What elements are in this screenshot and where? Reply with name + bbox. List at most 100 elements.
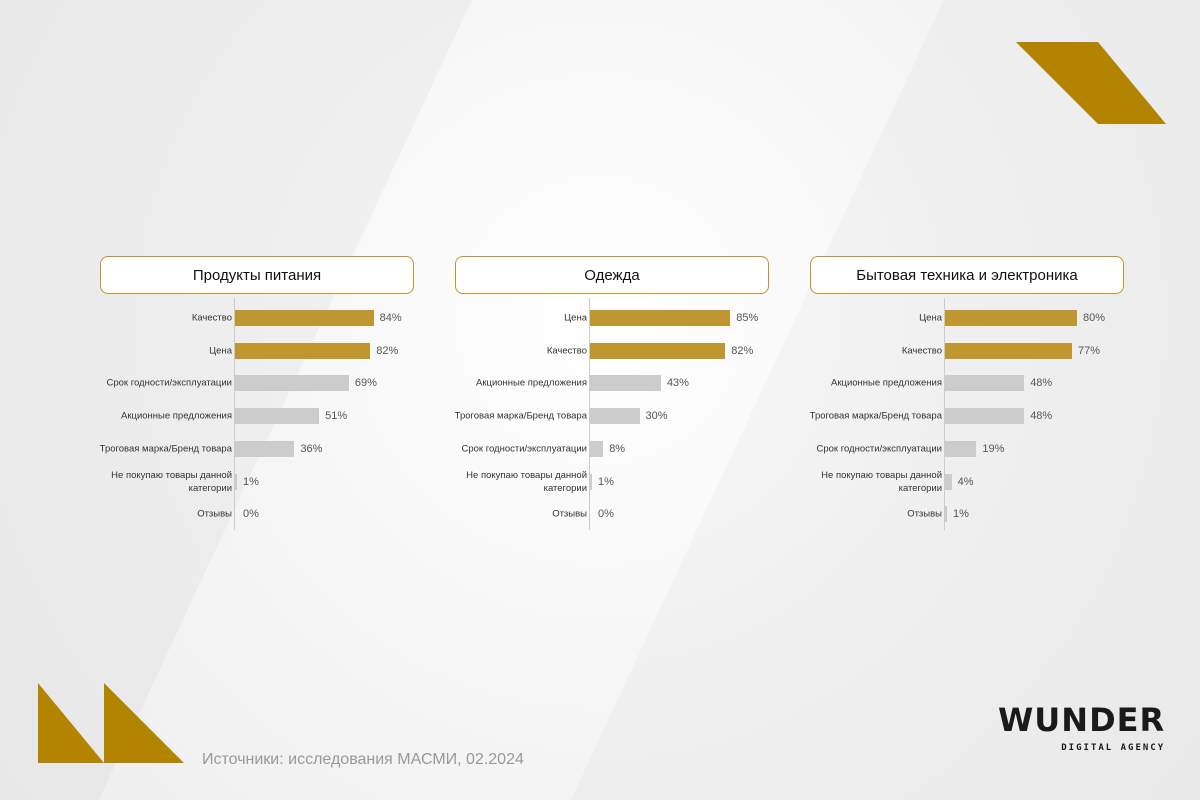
value-label: 8% [609,442,626,455]
bar [235,440,295,457]
bar-row: Отзывы 0% [100,500,414,528]
bar-row: Качество 77% [810,337,1124,365]
bar-row: Срок годности/эксплуатации 8% [455,435,769,463]
bar-row: Отзывы 0% [455,500,769,528]
value-label: 69% [354,377,377,390]
value-label: 30% [645,410,668,423]
value-label: 48% [1030,410,1053,423]
value-label: 0% [243,508,259,521]
chart-title: Продукты питания [100,256,414,294]
bar-row: Качество 84% [100,304,414,332]
category-label: Качество [191,312,232,324]
value-label: 1% [598,475,614,488]
value-label: 82% [376,344,399,357]
bar [235,342,371,359]
bar-row: Отзывы 1% [810,500,1124,528]
category-label: Отзывы [552,508,587,520]
bar [945,506,947,523]
category-label: Не покупаю товары данной категории [821,469,942,494]
value-label: 51% [325,410,348,423]
value-label: 82% [731,344,754,357]
bar-row: Троговая марка/Бренд товара 36% [100,435,414,463]
value-label: 36% [300,442,323,455]
axis-line [944,298,945,530]
chart-panel: Одежда Цена 85% Качество 82% Акционные предло… [455,256,769,530]
category-label: Троговая марка/Бренд товара [809,410,942,422]
category-label: Качество [901,345,942,357]
bar-row: Не покупаю товары данной категории 1% [455,468,769,496]
chart-title: Бытовая техника и электроника [810,256,1124,294]
bar-row: Троговая марка/Бренд товара 48% [810,402,1124,430]
bar-row: Цена 80% [810,304,1124,332]
bar-row: Цена 85% [455,304,769,332]
axis-line [589,298,590,530]
bar-row: Срок годности/эксплуатации 69% [100,369,414,397]
bottom-left-decoration-icon [38,683,184,763]
value-label: 0% [598,508,614,521]
bar-row: Цена 82% [100,337,414,365]
category-label: Троговая марка/Бренд товара [454,410,587,422]
category-label: Срок годности/эксплуатации [816,443,942,455]
bar-row: Акционные предложения 51% [100,402,414,430]
bar-row: Акционные предложения 43% [455,369,769,397]
value-label: 48% [1030,377,1053,390]
bar [590,408,640,425]
bar-plot: Цена 85% Качество 82% Акционные предложения 4… [455,298,769,533]
category-label: Цена [564,312,587,324]
bar-row: Акционные предложения 48% [810,369,1124,397]
bar [945,310,1077,326]
category-label: Акционные предложения [831,377,942,389]
bar-row: Не покупаю товары данной категории 1% [100,468,414,496]
category-label: Срок годности/эксплуатации [461,443,587,455]
value-label: 84% [379,312,402,324]
bar [945,342,1073,359]
category-label: Не покупаю товары данной категории [466,469,587,494]
bar [590,440,604,457]
category-label: Срок годности/эксплуатации [106,377,232,389]
value-label: 1% [243,475,259,488]
bar [590,375,661,392]
category-label: Отзывы [197,508,232,520]
category-label: Акционные предложения [476,377,587,389]
category-label: Качество [546,345,587,357]
wunder-logo: WUNDER DIGITAL AGENCY [998,700,1165,754]
value-label: 19% [982,442,1005,455]
logo-main-text: WUNDER [998,701,1166,739]
axis-line [234,298,235,530]
bar [590,473,592,490]
bar [945,440,977,457]
category-label: Отзывы [907,508,942,520]
bar [235,310,374,326]
value-label: 1% [953,508,969,521]
bar [590,342,726,359]
category-label: Троговая марка/Бренд товара [99,443,232,455]
bar [945,375,1025,392]
category-label: Цена [919,312,942,324]
value-label: 4% [957,475,974,488]
category-label: Цена [209,345,232,357]
bar-row: Качество 82% [455,337,769,365]
chart-panel: Бытовая техника и электроника Цена 80% Каче… [810,256,1124,530]
source-note: Источники: исследования МАСМИ, 02.2024 [202,751,524,768]
bar-plot: Цена 80% Качество 77% Акционные предложения 4… [810,298,1124,533]
bar-plot: Качество 84% Цена 82% Срок годности/эксплуат… [100,298,414,533]
bar [235,473,237,490]
bar [590,310,731,326]
bar [235,375,349,392]
value-label: 77% [1078,344,1101,357]
bar [945,473,952,490]
chart-title: Одежда [455,256,769,294]
category-label: Не покупаю товары данной категории [111,469,232,494]
bar [945,408,1025,425]
value-label: 85% [736,312,759,324]
logo-sub-text: DIGITAL AGENCY [1061,743,1166,753]
value-label: 43% [666,377,689,390]
category-label: Акционные предложения [121,410,232,422]
bar [235,408,320,425]
bar-row: Троговая марка/Бренд товара 30% [455,402,769,430]
bar-row: Не покупаю товары данной категории 4% [810,468,1124,496]
value-label: 80% [1083,312,1106,324]
chart-panel: Продукты питания Качество 84% Цена 82% Срок г… [100,256,414,530]
bar-row: Срок годности/эксплуатации 19% [810,435,1124,463]
